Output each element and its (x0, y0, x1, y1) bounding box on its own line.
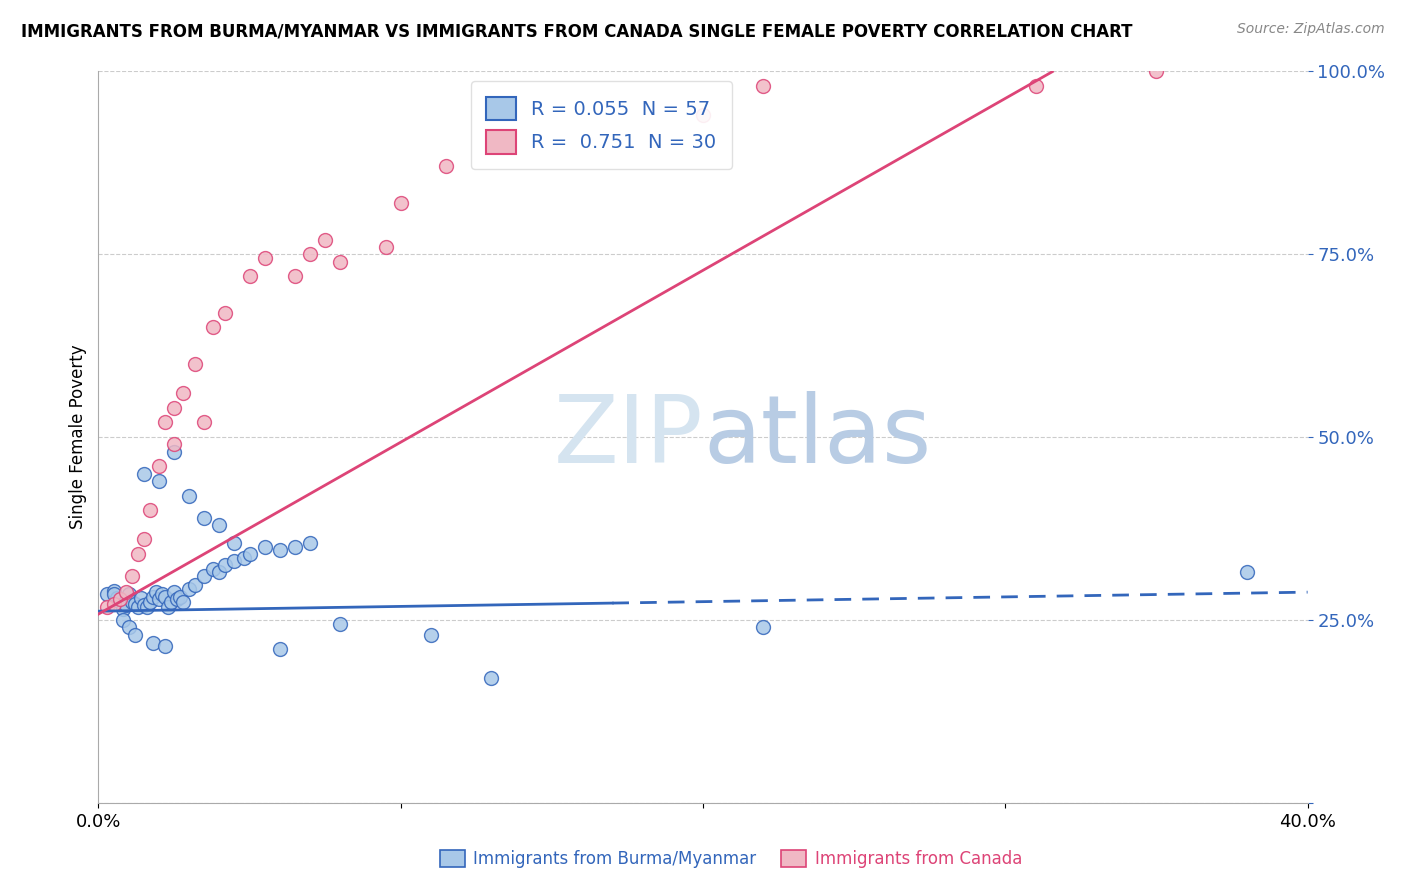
Point (692, 108, 714, 122)
Point (169, 590, 191, 604)
Text: Source: ZipAtlas.com: Source: ZipAtlas.com (1237, 22, 1385, 37)
Point (284, 269, 307, 284)
Point (434, 160, 457, 174)
Point (148, 459, 170, 474)
Point (153, 590, 176, 604)
Point (132, 533, 155, 547)
Point (132, 467, 155, 481)
Point (224, 554, 246, 568)
Point (239, 269, 262, 284)
Point (139, 503, 162, 517)
Point (314, 233, 336, 247)
Point (202, 320, 225, 334)
Point (179, 489, 201, 503)
Y-axis label: Single Female Poverty: Single Female Poverty (69, 345, 87, 529)
Point (1144, 64, 1167, 78)
Point (269, 642, 291, 657)
Point (111, 613, 134, 627)
Point (239, 547, 262, 561)
Point (153, 416, 176, 430)
Point (114, 585, 136, 599)
Point (374, 240, 396, 254)
Point (163, 401, 186, 415)
Point (253, 540, 276, 554)
Point (111, 602, 134, 616)
Point (163, 437, 186, 451)
Point (156, 599, 179, 614)
Point (329, 616, 352, 631)
Point (193, 416, 215, 430)
Point (124, 597, 146, 611)
Point (172, 594, 194, 608)
Point (142, 636, 165, 650)
Point (145, 585, 167, 599)
Point (96, 599, 118, 614)
Point (103, 587, 125, 601)
Legend: R = 0.055  N = 57, R =  0.751  N = 30: R = 0.055 N = 57, R = 0.751 N = 30 (471, 81, 733, 169)
Point (129, 591, 152, 605)
Point (208, 517, 231, 532)
Point (1024, 78, 1046, 93)
Point (160, 594, 183, 608)
Point (105, 591, 128, 605)
Point (214, 306, 236, 320)
Point (103, 583, 125, 598)
Point (202, 562, 225, 576)
Point (329, 254, 352, 268)
Point (253, 251, 276, 265)
Point (284, 540, 307, 554)
Point (172, 386, 194, 401)
Point (193, 510, 215, 524)
Point (420, 627, 443, 641)
Point (299, 536, 322, 550)
Point (1236, 566, 1258, 580)
Text: IMMIGRANTS FROM BURMA/MYANMAR VS IMMIGRANTS FROM CANADA SINGLE FEMALE POVERTY CO: IMMIGRANTS FROM BURMA/MYANMAR VS IMMIGRA… (21, 22, 1133, 40)
Point (118, 587, 141, 601)
Legend: Immigrants from Burma/Myanmar, Immigrants from Canada: Immigrants from Burma/Myanmar, Immigrant… (433, 843, 1029, 875)
Point (163, 585, 186, 599)
Point (121, 594, 143, 608)
Point (269, 543, 291, 558)
Point (96, 587, 118, 601)
Point (124, 627, 146, 641)
Point (127, 547, 149, 561)
Point (208, 566, 231, 580)
Point (127, 599, 149, 614)
Point (142, 590, 165, 604)
Point (108, 592, 131, 607)
Text: ZIP: ZIP (554, 391, 703, 483)
Point (148, 592, 170, 607)
Point (150, 587, 173, 601)
Text: atlas: atlas (703, 391, 931, 483)
Point (163, 444, 186, 458)
Point (481, 672, 503, 686)
Point (139, 594, 162, 608)
Point (214, 558, 236, 573)
Point (108, 594, 131, 608)
Point (752, 620, 775, 634)
Point (148, 474, 170, 488)
Point (389, 196, 412, 211)
Point (224, 536, 246, 550)
Point (132, 599, 155, 613)
Point (135, 599, 157, 614)
Point (184, 357, 207, 371)
Point (118, 620, 141, 634)
Point (299, 247, 322, 261)
Point (232, 550, 254, 565)
Point (103, 597, 125, 611)
Point (184, 578, 207, 592)
Point (153, 639, 176, 653)
Point (166, 592, 188, 607)
Point (752, 78, 775, 93)
Point (114, 599, 136, 613)
Point (121, 569, 143, 583)
Point (179, 582, 201, 597)
Point (193, 569, 215, 583)
